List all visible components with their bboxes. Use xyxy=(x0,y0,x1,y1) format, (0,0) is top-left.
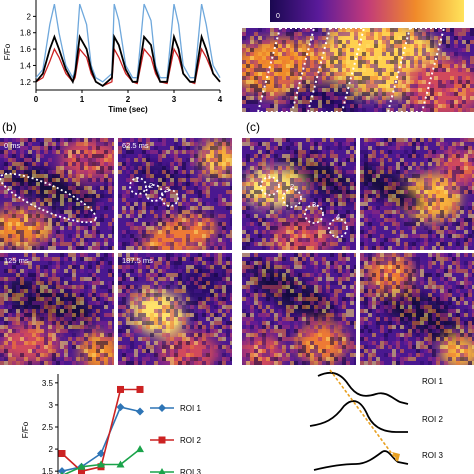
roi-3-label: ROI 3 xyxy=(422,451,443,460)
roi-point xyxy=(116,460,125,468)
x-tick-label: 0 xyxy=(34,95,39,104)
roi-chart-ylabel: F/Fo xyxy=(21,421,30,438)
roi-outline xyxy=(304,204,324,224)
series-line-2 xyxy=(35,3,221,83)
roi-outline xyxy=(328,218,348,238)
top-chart-xticks: 0 1 2 3 4 xyxy=(34,90,223,104)
roi-label: 2 xyxy=(149,181,154,190)
y-tick-label: 1.5 xyxy=(42,467,54,474)
roi-point xyxy=(78,467,85,474)
roi-outline xyxy=(145,184,163,202)
panel-b-tile-125ms: 125 ms xyxy=(0,253,114,365)
legend-marker xyxy=(158,468,166,474)
colorbar xyxy=(270,0,464,22)
y-tick-label: 1.4 xyxy=(20,61,32,70)
roi-3-profile xyxy=(313,450,409,471)
panel-label-b: (b) xyxy=(2,120,17,134)
roi-point xyxy=(77,462,86,470)
roi-label: 1 xyxy=(267,172,272,181)
panel-b-tile-62ms: 62.5 ms 1 2 3 xyxy=(118,138,232,250)
roi-label: 2 xyxy=(290,182,295,191)
legend-marker xyxy=(158,404,166,412)
roi-point xyxy=(58,467,66,474)
x-tick-label: 2 xyxy=(126,95,131,104)
roi-point xyxy=(136,385,144,393)
y-tick-label: 3.5 xyxy=(42,379,54,388)
legend-label: ROI 2 xyxy=(180,436,201,445)
tile-time-label: 125 ms xyxy=(4,256,29,265)
roi-label: 3 xyxy=(312,200,317,209)
y-tick-label: 1.2 xyxy=(20,78,32,87)
y-tick-label: 1.8 xyxy=(20,29,32,38)
roi-outline xyxy=(129,177,147,195)
roi-chart-legend: ROI 1 ROI 2 ROI 3 xyxy=(150,404,201,474)
roi-outline xyxy=(260,176,280,196)
roi-point xyxy=(116,403,125,412)
top-fluorescence-chart: F/Fo 2 1.8 1.6 1.4 1.2 0 1 2 3 4 Time (sec) xyxy=(3,0,223,114)
y-tick-label: 2 xyxy=(27,12,32,21)
roi-point xyxy=(97,460,105,468)
roi-point xyxy=(97,449,105,458)
roi-2-profile xyxy=(309,400,408,433)
panel-label-c: (c) xyxy=(246,120,260,134)
tile-time-label: 187.5 ms xyxy=(122,256,153,265)
top-chart-ylabel: F/Fo xyxy=(3,43,12,60)
legend-label: ROI 3 xyxy=(180,468,201,474)
roi-outline xyxy=(161,189,179,207)
roi-2-label: ROI 2 xyxy=(422,415,443,424)
propagation-arrow-head xyxy=(392,452,400,462)
y-tick-label: 2 xyxy=(49,445,54,454)
roi-point xyxy=(117,385,124,393)
roi-point xyxy=(58,450,66,457)
tile-time-label: 0 ms xyxy=(4,141,21,150)
panel-c-tile-1: 1 2 3 4 xyxy=(242,138,356,250)
top-chart-yticks: 2 1.8 1.6 1.4 1.2 xyxy=(20,12,36,87)
legend-label: ROI 1 xyxy=(180,404,201,413)
roi-chart-series xyxy=(58,385,144,474)
y-tick-label: 1.6 xyxy=(20,45,32,54)
x-tick-label: 1 xyxy=(80,95,85,104)
roi-point xyxy=(60,471,64,474)
roi-point xyxy=(136,445,144,453)
top-chart-series xyxy=(35,3,221,88)
roi-outline xyxy=(282,188,302,208)
roi-1-profile xyxy=(317,371,409,405)
propagation-arrow-line xyxy=(329,369,399,463)
roi-label: 1 xyxy=(135,175,140,184)
colorbar-min-label: 0 xyxy=(276,13,280,20)
panel-c-tile-2 xyxy=(360,138,474,250)
panel-b-tile-187ms: 187.5 ms xyxy=(118,253,232,365)
series-line-0 xyxy=(35,33,221,88)
roi-profile-traces: ROI 1 ROI 2 ROI 3 xyxy=(309,369,443,471)
roi-chart-yticks: 3.5 3 2.5 2 1.5 xyxy=(42,379,58,474)
panel-c-tile-4 xyxy=(360,253,474,365)
y-tick-label: 3 xyxy=(49,401,54,410)
roi-point xyxy=(136,407,144,416)
legend-marker xyxy=(158,436,166,444)
roi-1-label: ROI 1 xyxy=(422,377,443,386)
roi-fluorescence-chart: F/Fo 3.5 3 2.5 2 1.5 ROI 1 ROI 2 ROI 3 xyxy=(21,374,201,474)
y-tick-label: 2.5 xyxy=(42,423,54,432)
panel-b-tile-0ms: 0 ms xyxy=(0,138,114,250)
roi-label: 3 xyxy=(165,185,170,194)
top-chart-xlabel: Time (sec) xyxy=(108,105,148,114)
top-right-heatmap xyxy=(242,28,474,112)
roi-label: 4 xyxy=(336,212,341,221)
tile-time-label: 62.5 ms xyxy=(122,141,149,150)
panel-c-tile-3 xyxy=(242,253,356,365)
x-tick-label: 4 xyxy=(218,95,223,104)
x-tick-label: 3 xyxy=(172,95,177,104)
